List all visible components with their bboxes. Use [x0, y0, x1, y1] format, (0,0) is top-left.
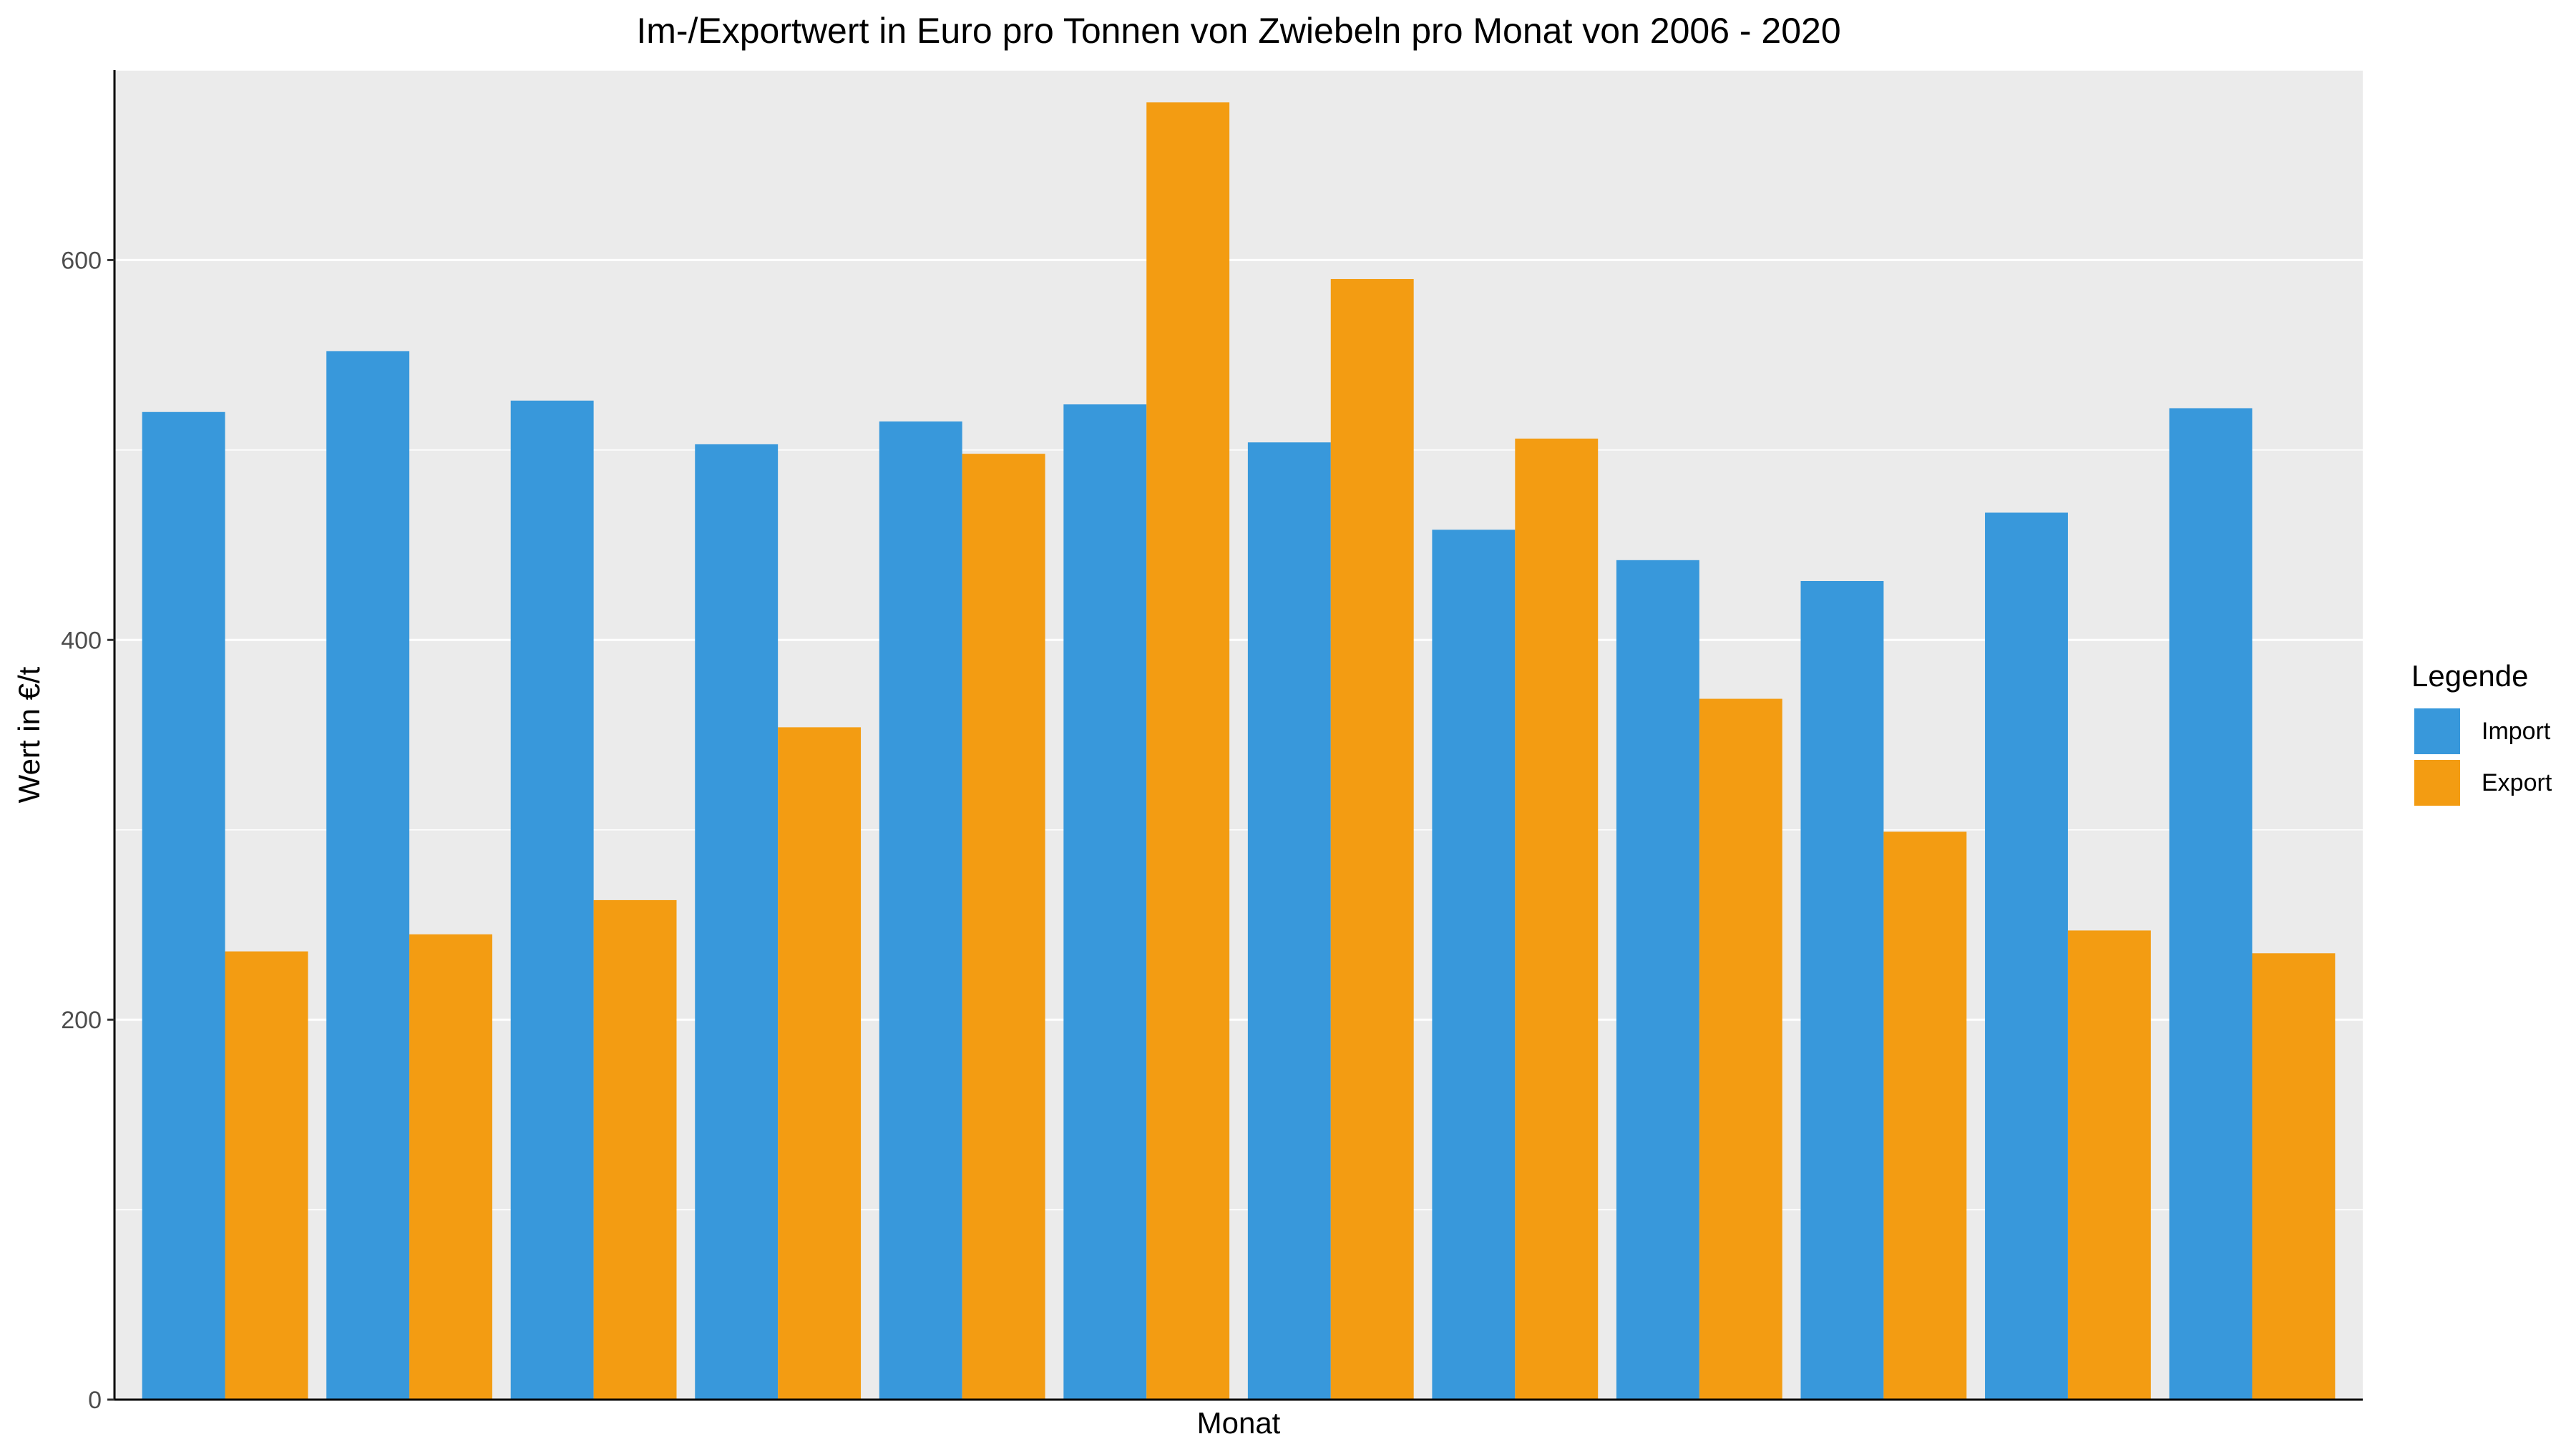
- bar-export-5: [962, 454, 1045, 1400]
- bar-import-9: [1616, 560, 1699, 1400]
- bar-import-5: [879, 421, 962, 1400]
- bar-import-6: [1063, 404, 1147, 1400]
- x-axis-title: Monat: [1197, 1406, 1281, 1440]
- y-tick-label: 600: [61, 247, 102, 274]
- legend-title: Legende: [2411, 659, 2529, 693]
- bar-export-1: [225, 951, 308, 1400]
- legend-key-export: [2414, 760, 2460, 806]
- bar-import-10: [1800, 581, 1884, 1400]
- chart-title: Im-/Exportwert in Euro pro Tonnen von Zw…: [636, 11, 1840, 51]
- y-axis-ticks: 0 200 400 600: [61, 247, 114, 1414]
- bar-export-7: [1330, 278, 1414, 1400]
- bar-import-8: [1432, 530, 1516, 1400]
- bar-import-12: [2169, 408, 2253, 1400]
- bar-export-4: [778, 727, 862, 1400]
- y-tick-label: 0: [88, 1387, 102, 1414]
- bar-export-9: [1699, 698, 1782, 1400]
- bar-export-3: [593, 899, 677, 1400]
- bar-export-11: [2067, 930, 2151, 1400]
- legend-items: Import Export: [2414, 708, 2552, 806]
- legend-label-import: Import: [2482, 718, 2551, 745]
- y-axis-title: Wert in €/t: [12, 666, 46, 803]
- y-tick-label: 400: [61, 627, 102, 654]
- bar-export-6: [1146, 102, 1230, 1400]
- bar-import-7: [1247, 442, 1331, 1400]
- legend: Legende Import Export: [2411, 659, 2552, 806]
- legend-label-export: Export: [2482, 769, 2552, 796]
- bars: [142, 102, 2336, 1400]
- bar-export-2: [409, 934, 492, 1400]
- bar-import-2: [326, 351, 410, 1400]
- bar-export-12: [2252, 953, 2336, 1400]
- bar-export-10: [1883, 831, 1967, 1400]
- bar-import-11: [1985, 512, 2068, 1400]
- legend-key-import: [2414, 708, 2460, 754]
- bar-export-8: [1515, 438, 1599, 1400]
- bar-import-1: [142, 411, 225, 1400]
- y-tick-label: 200: [61, 1007, 102, 1034]
- bar-import-3: [510, 400, 594, 1400]
- bar-import-4: [695, 444, 779, 1400]
